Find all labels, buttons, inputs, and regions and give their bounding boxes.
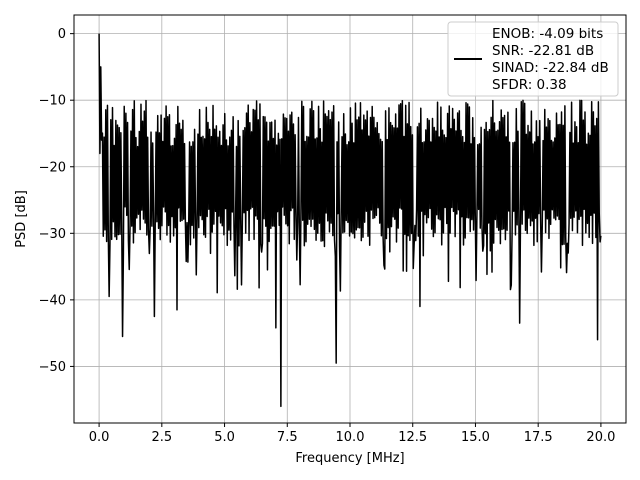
legend-snr: SNR: -22.81 dB (492, 43, 594, 59)
legend: ENOB: -4.09 bits SNR: -22.81 dB SINAD: -… (447, 21, 619, 97)
x-tick-label: 20.0 (586, 430, 615, 445)
y-tick-label: −40 (39, 293, 66, 308)
x-tick-label: 17.5 (524, 430, 553, 445)
legend-sinad: SINAD: -22.84 dB (492, 60, 609, 76)
legend-box (447, 21, 619, 97)
y-tick-label: −30 (39, 227, 66, 242)
y-tick-label: 0 (58, 27, 66, 42)
x-tick-label: 10.0 (336, 430, 365, 445)
x-axis-label: Frequency [MHz] (295, 451, 404, 466)
x-tick-label: 2.5 (151, 430, 172, 445)
legend-enob: ENOB: -4.09 bits (492, 26, 603, 42)
y-tick-label: −10 (39, 94, 66, 109)
x-tick-label: 15.0 (461, 430, 490, 445)
psd-series (98, 33, 602, 408)
x-tick-label: 5.0 (214, 430, 235, 445)
y-axis-ticks: 0 −10 −20 −30 −40 −50 (39, 27, 74, 375)
y-tick-label: −50 (39, 360, 66, 375)
x-axis-ticks: 0.0 2.5 5.0 7.5 10.0 12.5 15.0 17.5 20.0 (89, 423, 615, 445)
legend-sfdr: SFDR: 0.38 (492, 77, 567, 93)
psd-line (98, 33, 602, 408)
x-tick-label: 12.5 (398, 430, 427, 445)
x-tick-label: 0.0 (89, 430, 110, 445)
y-tick-label: −20 (39, 160, 66, 175)
x-tick-label: 7.5 (277, 430, 298, 445)
y-axis-label: PSD [dB] (14, 190, 29, 248)
